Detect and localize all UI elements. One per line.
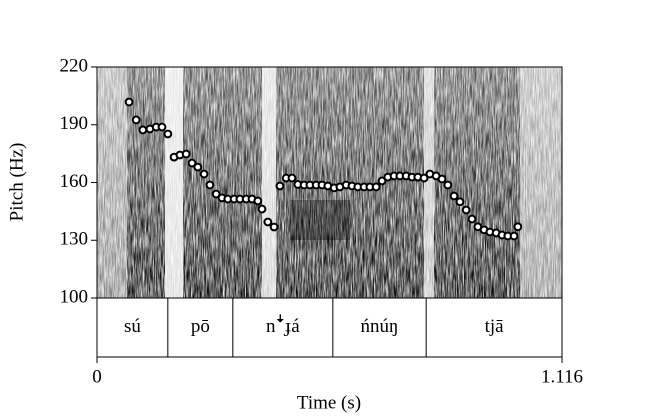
pitch-point	[131, 115, 141, 125]
tier-label: tjā	[485, 316, 505, 337]
pitch-point	[449, 191, 459, 201]
tier-label: sú	[124, 316, 141, 337]
pitch-point	[371, 182, 381, 192]
pitch-point	[253, 196, 263, 206]
pitch-point	[269, 222, 279, 232]
pitch-point	[287, 173, 297, 183]
pitch-point	[163, 129, 173, 139]
pitch-point	[138, 125, 148, 135]
y-tick-label: 220	[60, 55, 89, 76]
pitch-point	[461, 205, 471, 215]
pitch-point	[257, 204, 267, 214]
tier-label: ńnúŋ	[361, 316, 399, 337]
x-axis-label: Time (s)	[297, 392, 361, 413]
tier-label: nꜜɟá	[266, 314, 300, 337]
y-tick-label: 130	[60, 229, 89, 250]
pitch-point	[467, 214, 477, 224]
y-tick-label: 160	[60, 171, 89, 192]
tier-label: pō	[191, 316, 210, 337]
y-tick-label: 190	[60, 113, 89, 134]
pitch-point	[377, 176, 387, 186]
pitch-point	[437, 174, 447, 184]
pitch-point	[157, 122, 167, 132]
pitch-point	[211, 189, 221, 199]
pitch-point	[199, 169, 209, 179]
pitch-point	[509, 231, 519, 241]
pitch-point	[193, 162, 203, 172]
pitch-point	[124, 97, 134, 107]
tier-frame	[96, 297, 563, 358]
y-axis-label: Pitch (Hz)	[6, 143, 27, 222]
pitch-point	[205, 180, 215, 190]
pitch-point	[187, 158, 197, 168]
pitch-point	[275, 181, 285, 191]
pitch-point	[419, 173, 429, 183]
y-tick-label: 100	[60, 286, 89, 307]
pitch-point	[513, 222, 523, 232]
x-tick-label: 0	[92, 366, 102, 387]
x-tick-label: 1.116	[541, 366, 583, 387]
pitch-point	[443, 180, 453, 190]
pitch-point	[263, 217, 273, 227]
pitch-point	[181, 149, 191, 159]
pitch-point	[455, 197, 465, 207]
